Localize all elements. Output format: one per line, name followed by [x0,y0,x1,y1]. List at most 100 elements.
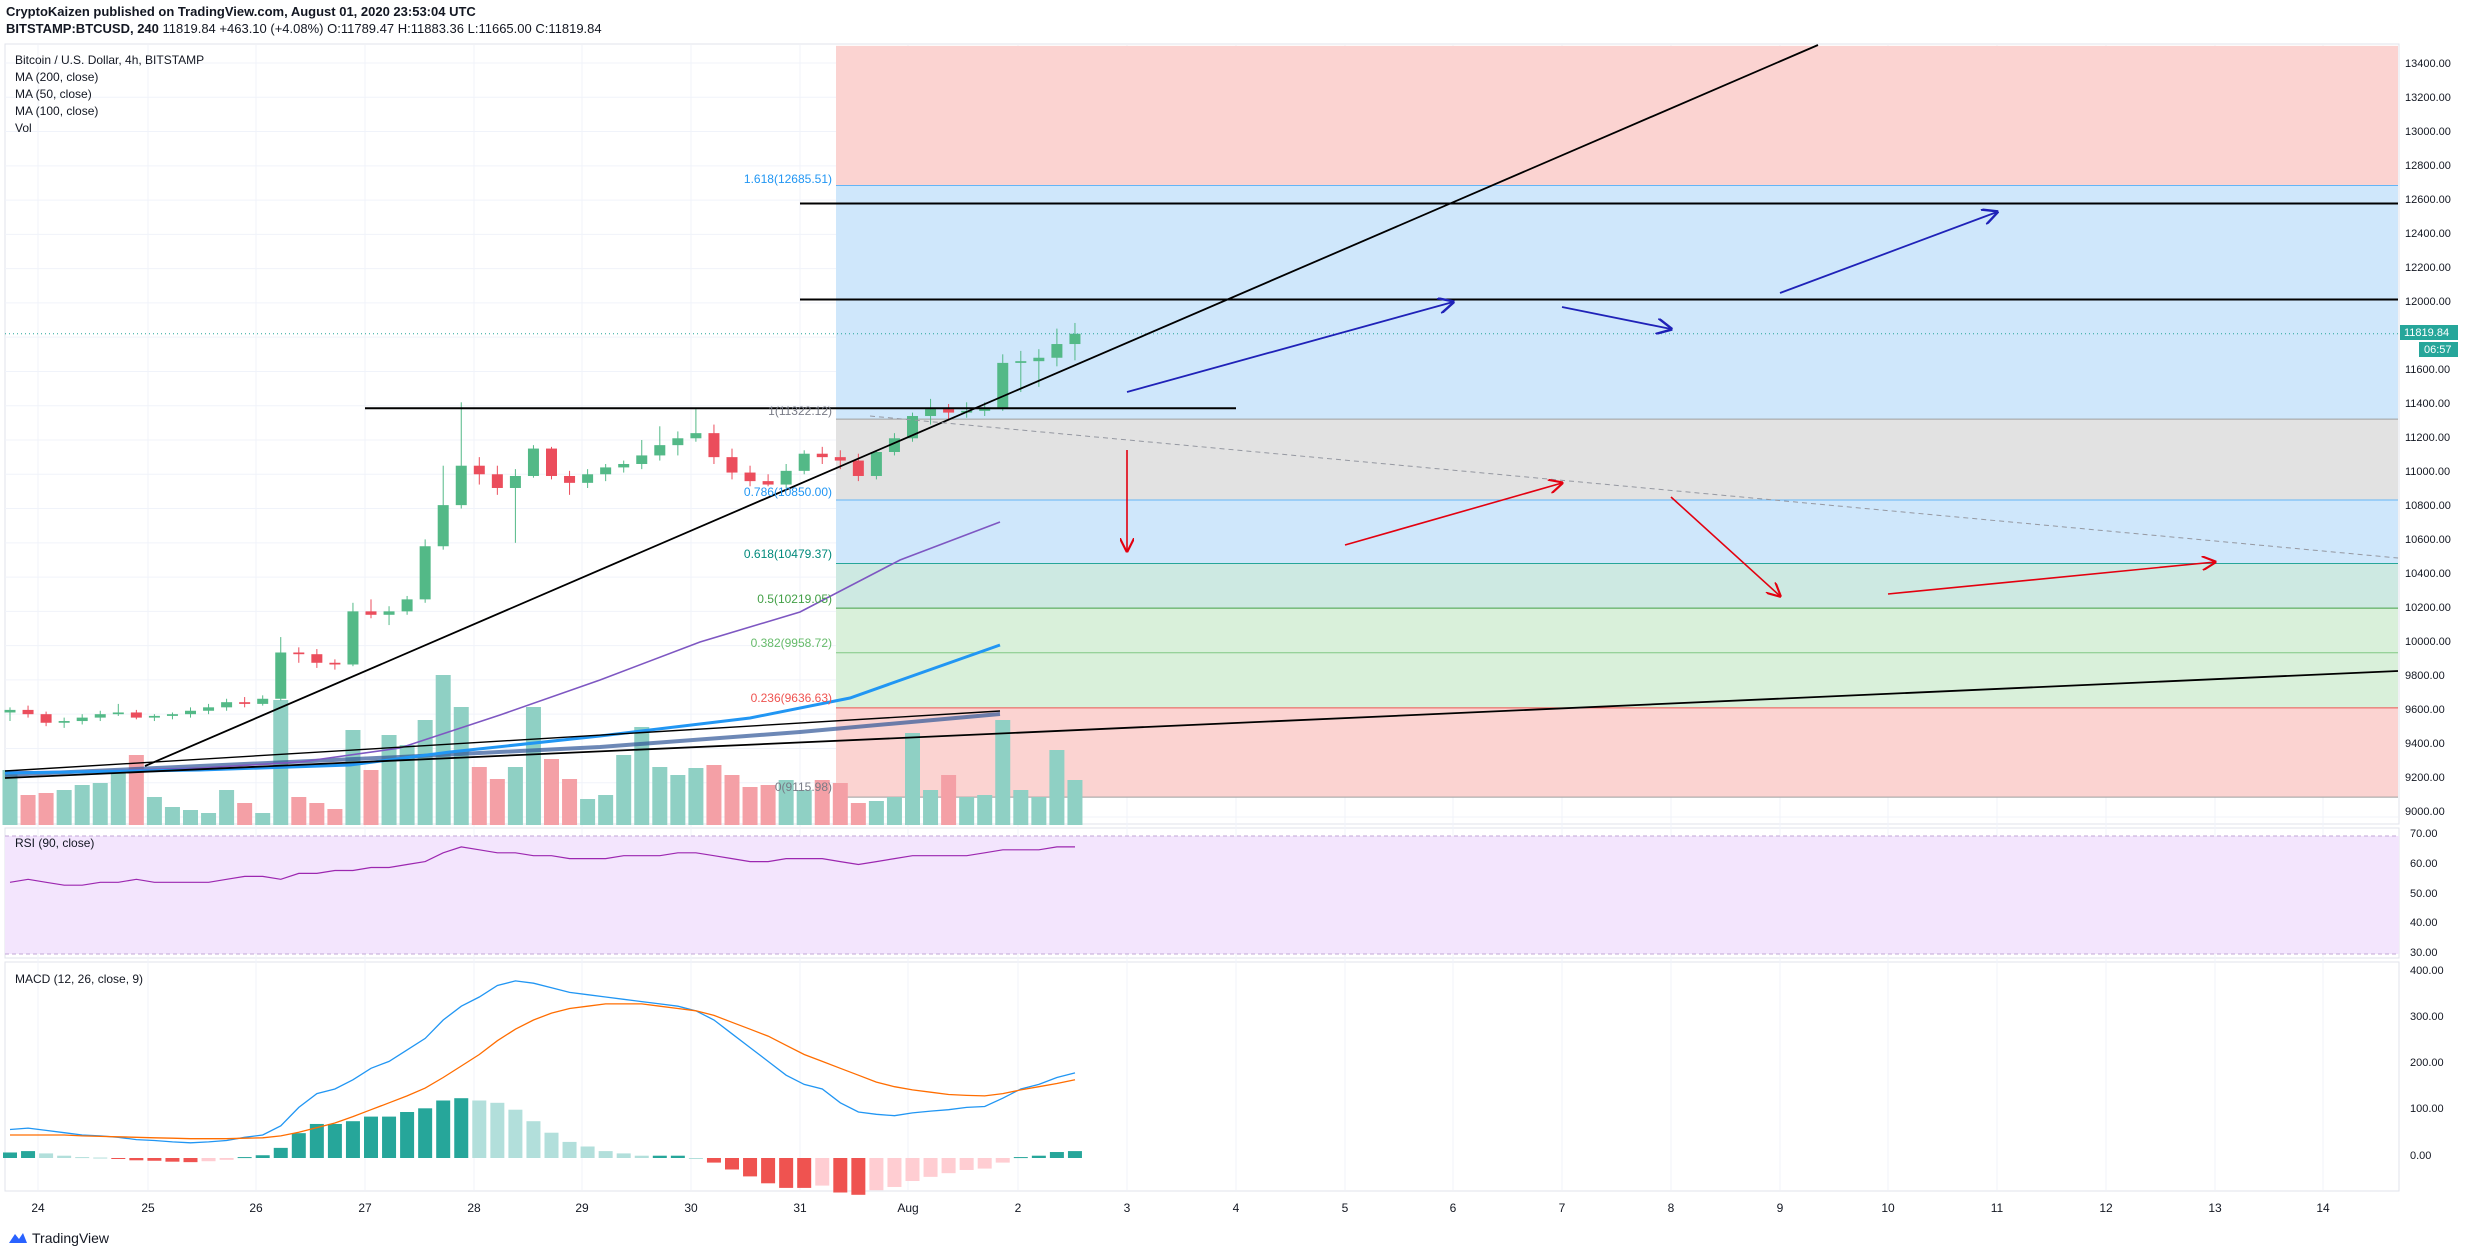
macd-hist-bar [111,1158,126,1159]
price-tick: 12200.00 [2405,262,2451,274]
ma100-line [4,643,1001,775]
volume-bar [327,809,343,825]
macd-hist-bar [779,1158,794,1188]
time-tick: 27 [358,1201,372,1215]
volume-bar [616,755,632,825]
candle-body [275,652,287,699]
macd-hist-bar [761,1158,776,1184]
candle-body [58,721,70,723]
time-tick: 30 [684,1201,698,1215]
price-tick: 13400.00 [2405,58,2451,70]
legend-ma50[interactable]: MA (50, close) [15,87,92,101]
macd-hist-bar [941,1158,956,1174]
candle-body [816,453,828,458]
macd-hist-bar [472,1100,487,1158]
volume-bar [164,807,180,825]
volume-bar [652,767,668,825]
time-tick: 7 [1559,1201,1566,1215]
fib-zone [836,45,2398,186]
price-tick: 12000.00 [2405,296,2451,308]
fib-retracement[interactable] [836,45,2398,798]
price-tick: 12600.00 [2405,194,2451,206]
candle-body [40,714,52,723]
price-badge-bg [2400,325,2458,340]
author[interactable]: CryptoKaizen published on TradingView.co… [6,4,476,19]
price-tick: 9400.00 [2405,738,2445,750]
macd-hist-bar [3,1152,17,1158]
legend-vol[interactable]: Vol [15,121,32,135]
macd-hist-bar [219,1158,234,1160]
legend-ma200[interactable]: MA (200, close) [15,70,98,84]
macd-label: MACD (12, 26, close, 9) [15,972,143,986]
time-tick: 3 [1124,1201,1131,1215]
candle-body [329,662,341,665]
rsi-tick: 60.00 [2410,858,2438,870]
ascending-trendline [144,44,1819,767]
macd-hist-bar [165,1158,180,1162]
macd-hist-bar [851,1158,866,1195]
candle-body [437,505,449,547]
macd-hist-bar [147,1158,162,1161]
time-badge-bg [2419,342,2458,357]
volume-bar [814,780,830,825]
fib-label-1618: 1.618(12685.51) [744,172,832,186]
macd-axis: 400.00 300.00 200.00 100.00 0.00 [2410,965,2444,1162]
macd-hist-bar [905,1158,920,1181]
macd-hist-bar [273,1147,288,1158]
time-tick: 25 [141,1201,155,1215]
volume-bar [219,790,235,825]
candle-body [852,460,864,476]
volume-bars [2,675,1083,825]
open-value: 11789.47 [340,21,395,36]
rsi-tick: 30.00 [2410,947,2438,959]
price-tick: 9800.00 [2405,670,2445,682]
price-axis[interactable]: 13400.00 13200.00 13000.00 12800.00 1260… [2405,58,2451,818]
price-tick: 10000.00 [2405,636,2451,648]
candle-body [22,709,34,715]
volume-bar [778,780,794,825]
time-tick: 24 [31,1201,45,1215]
fib-label-0618: 0.618(10479.37) [744,547,832,561]
time-tick: 26 [249,1201,263,1215]
candle-body [744,472,756,482]
candle-body [130,712,142,718]
macd-hist-bar [923,1158,938,1177]
macd-tick: 400.00 [2410,965,2444,977]
high-value: 11883.36 [410,21,464,36]
candle-body [943,409,955,413]
macd-hist-bar [725,1158,739,1170]
volume-bar [1049,750,1065,825]
time-tick: Aug [897,1201,918,1215]
macd-hist-bar [995,1158,1010,1163]
ma50-line [4,521,1001,773]
footer-brand[interactable]: TradingView [32,1230,110,1246]
candle-body [600,467,612,475]
candle-body [76,717,88,722]
candle-body [672,438,684,446]
trend-drawings[interactable] [4,44,2399,779]
volume-bar [291,797,307,825]
time-axis[interactable]: 24 25 26 27 28 29 30 31 Aug 2 3 4 5 6 7 … [31,1201,2330,1215]
red-arrow [1887,562,2215,595]
fib-zone [836,608,2398,653]
candlesticks [4,322,1081,728]
candle-body [112,712,124,715]
fib-zone [836,499,2398,564]
candle-body [907,416,918,439]
macd-hist-bar [616,1153,631,1158]
volume-bar [489,779,505,825]
rsi-band [5,836,2399,954]
macd-hist-bar [1067,1151,1082,1158]
candle-body [527,448,539,476]
legend-ma100[interactable]: MA (100, close) [15,104,98,118]
volume-bar [417,720,433,825]
macd-hist-bar [562,1141,577,1158]
time-tick: 28 [467,1201,481,1215]
price-tick: 11400.00 [2405,398,2450,410]
volume-bar [255,813,271,825]
candle-body [726,457,738,473]
candle-body [1069,333,1081,345]
volume-bar [453,707,469,825]
fib-label-0: 0(9115.98) [775,780,832,794]
